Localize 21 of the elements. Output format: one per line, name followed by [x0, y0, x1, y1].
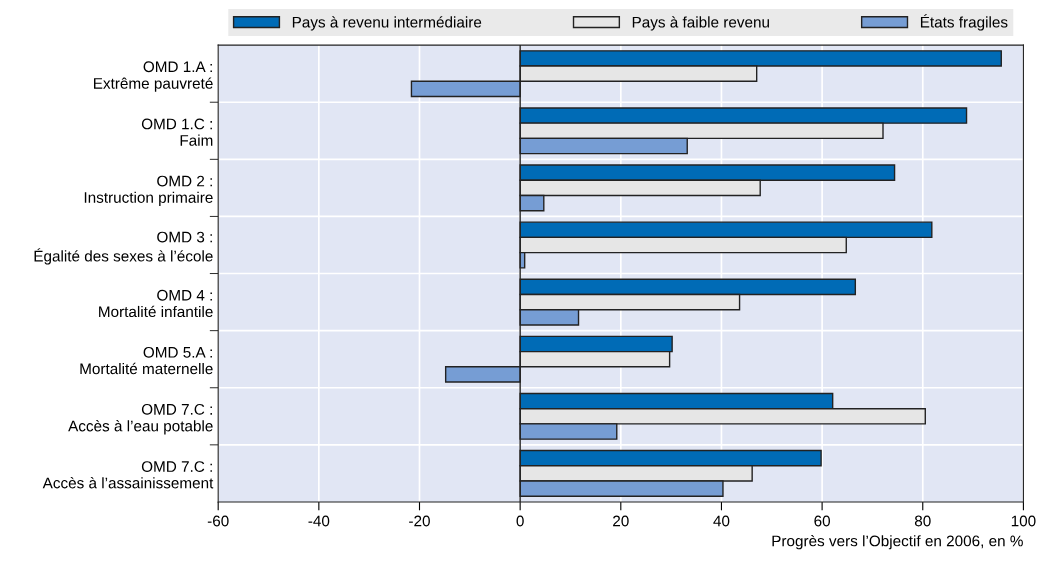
x-axis-title: Progrès vers l’Objectif en 2006, en %: [772, 534, 1023, 550]
y-tick-label: OMD 1.C : Faim: [141, 118, 213, 146]
y-tick-label: OMD 3 : Égalité des sexes à l’école: [34, 231, 213, 265]
y-tick-label: OMD 5.A : Mortalité maternelle: [80, 346, 213, 375]
x-tick-label: -40: [308, 515, 330, 527]
x-tick-label: 80: [914, 515, 931, 527]
x-tick-label: -60: [207, 515, 229, 527]
x-tick-label: 100: [1011, 515, 1036, 527]
legend-label: Pays à faible revenu: [632, 16, 769, 31]
y-tick-label: OMD 7.C : Accès à l’assainissement: [42, 461, 214, 489]
x-tick-label: 60: [814, 515, 831, 527]
y-tick-label: OMD 7.C : Accès à l’eau potable: [68, 403, 213, 435]
x-tick-label: -20: [409, 515, 430, 527]
x-tick-label: 20: [613, 515, 629, 527]
y-tick-label: OMD 1.A : Extrême pauvreté: [94, 61, 213, 92]
x-tick-label: 40: [713, 515, 730, 527]
legend-label: Pays à revenu intermédiaire: [292, 16, 482, 31]
legend-label: États fragiles: [920, 14, 1008, 31]
y-tick-label: OMD 4 : Mortalité infantile: [99, 289, 213, 318]
y-tick-label: OMD 2 : Instruction primaire: [84, 175, 213, 206]
x-tick-label: 0: [516, 515, 524, 527]
